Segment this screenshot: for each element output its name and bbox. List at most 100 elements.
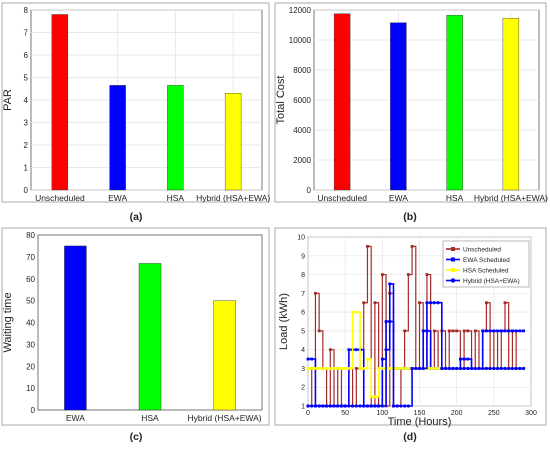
data-point [492,329,496,333]
y-tick-label: 8000 [293,66,311,75]
data-point [324,404,329,408]
data-point [451,366,455,371]
y-tick-label: 3 [301,366,305,373]
data-point [362,404,366,408]
legend-swatch-marker [451,257,455,262]
data-point [366,357,369,361]
data-point [473,329,477,333]
y-tick-label: 8 [24,6,29,15]
bar-hsa [138,263,162,411]
x-category-label: Unscheduled [317,193,367,203]
data-point [447,329,451,333]
data-point [455,329,459,333]
data-point [514,329,518,333]
data-point [488,329,492,333]
bar-ewa [109,85,126,191]
data-point [451,329,455,333]
data-point [447,366,451,371]
y-tick-label: 2000 [293,156,311,165]
data-point [358,404,362,408]
data-point [332,404,336,408]
bar-hsa [167,85,184,191]
data-point [328,367,332,370]
series-hybrid-hsa-ewa- [306,282,526,408]
data-point [440,366,444,371]
panel-label: (a) [130,211,143,223]
x-category-label: EWA [389,193,408,203]
y-tick-label: 4000 [293,126,311,135]
data-point [325,367,328,370]
x-category-label: Hybrid (HSA+EWA) [188,413,262,423]
y-tick-label: 4 [24,96,29,105]
data-point [336,404,340,408]
data-point [484,366,488,371]
data-point [380,367,384,370]
data-point [362,367,366,370]
data-point [365,404,370,408]
x-tick-label: 100 [376,410,388,417]
data-point [399,404,403,408]
data-point [384,348,388,352]
data-point [511,329,514,333]
legend-swatch-marker [451,247,455,251]
panel-label: (d) [403,431,416,443]
y-tick-label: 10 [26,384,35,393]
x-tick-label: 250 [488,410,500,417]
data-point [522,329,525,333]
panel-label: (c) [130,431,143,443]
y-tick-label: 1 [24,164,29,173]
y-tick-label: 3 [24,119,29,128]
data-point [521,366,526,371]
data-point [518,366,522,371]
data-point [432,329,436,333]
data-point [496,329,499,333]
data-point [314,367,317,370]
x-axis-label: Time (Hours) [388,416,452,428]
data-point [310,367,314,370]
data-point [418,301,421,305]
data-point [499,329,503,333]
data-point [466,357,470,361]
y-tick-label: 40 [26,319,35,328]
data-point [403,367,407,370]
data-point [317,367,321,370]
legend: Unscheduled EWA Scheduled HSA Scheduled Hyb… [442,240,530,288]
panel-c-waiting-time: 0 10 20 30 40 50 60 70 80 EWA HSA Hybrid (HSA+EWA) W… [1,227,270,443]
y-axis-label: Load (kWh) [278,293,290,350]
data-point [417,366,422,371]
x-category-label: EWA [66,413,85,423]
y-tick-label: 20 [26,362,35,371]
data-point [313,404,318,408]
x-tick-label: 300 [525,410,537,417]
x-tick-label: 150 [414,410,426,417]
bar-ewa [64,245,87,411]
y-axis-label: Total Cost [275,76,287,125]
data-point [462,357,466,361]
x-tick-label: 50 [341,410,349,417]
y-tick-label: 50 [26,297,35,306]
data-point [403,404,407,408]
data-point [306,357,310,361]
x-category-label: EWA [108,193,127,203]
data-point [358,367,362,370]
data-point [410,366,414,371]
data-point [518,329,522,333]
data-point [466,329,470,333]
data-point [503,366,507,371]
data-point [432,301,436,305]
data-point [399,367,403,370]
data-point [499,366,503,371]
bar-unscheduled [333,13,351,191]
y-tick-label: 70 [26,253,35,262]
data-point [362,301,366,305]
y-tick-label: 0 [31,406,36,415]
data-point [354,404,358,408]
data-point [481,366,485,371]
data-point [384,320,388,323]
data-point [395,404,399,408]
data-point [514,366,518,371]
data-point [510,366,515,371]
data-point [458,366,462,371]
y-tick-label: 6000 [293,96,311,105]
